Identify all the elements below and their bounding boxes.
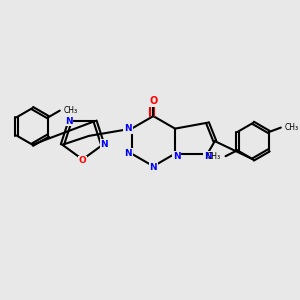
Text: O: O: [79, 156, 86, 165]
Text: N: N: [149, 163, 157, 172]
Text: N: N: [124, 149, 132, 158]
Text: N: N: [100, 140, 108, 149]
Text: O: O: [149, 96, 158, 106]
Text: N: N: [173, 152, 180, 161]
Text: N: N: [124, 124, 132, 133]
Text: N: N: [204, 152, 211, 161]
Text: CH₃: CH₃: [284, 123, 298, 132]
Text: N: N: [65, 116, 72, 125]
Text: CH₃: CH₃: [63, 106, 77, 115]
Text: CH₃: CH₃: [207, 152, 221, 161]
